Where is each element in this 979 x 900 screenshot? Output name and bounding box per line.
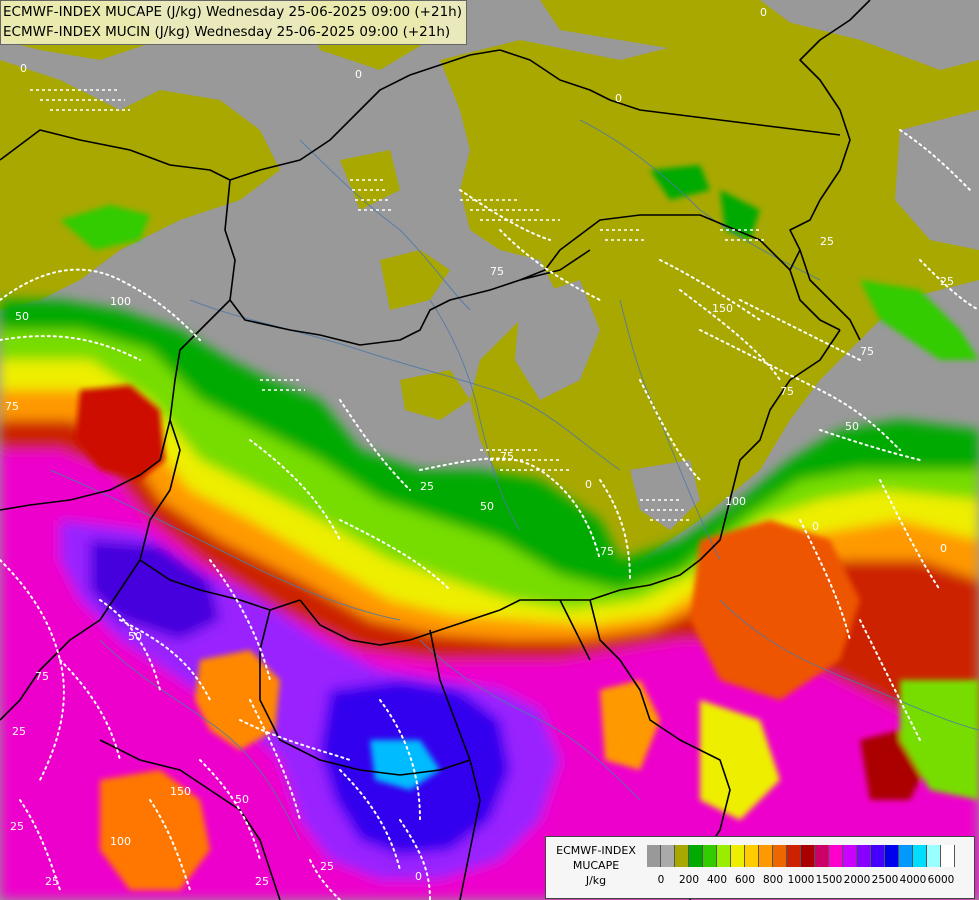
legend-swatch [801, 845, 815, 867]
contour-label: 50 [128, 630, 142, 643]
legend-swatch [661, 845, 675, 867]
title-mucin: ECMWF-INDEX MUCIN (J/kg) Wednesday 25-06… [3, 24, 451, 40]
contour-label: 50 [480, 500, 494, 513]
contour-label: 100 [725, 495, 746, 508]
legend-swatch [899, 845, 913, 867]
contour-label: 25 [255, 875, 269, 888]
contour-label: 50 [15, 310, 29, 323]
contour-label: 0 [355, 68, 362, 81]
legend-tick-labels: 0 200 400 600 800 1000 1500 2000 2500 4000 6000 [647, 874, 967, 888]
legend-swatch [843, 845, 857, 867]
contour-label: 75 [490, 265, 504, 278]
legend-label: ECMWF-INDEX MUCAPE J/kg [550, 843, 642, 888]
contour-label: 100 [110, 295, 131, 308]
contour-label: 0 [940, 542, 947, 555]
contour-labels: 0 0 0 0 0 0 0 0 25 25 25 25 25 25 25 25 … [5, 6, 954, 888]
contour-label: 25 [12, 725, 26, 738]
hatching-patches [30, 89, 765, 521]
contour-label: 75 [780, 385, 794, 398]
contour-label: 0 [20, 62, 27, 75]
legend-swatch [815, 845, 829, 867]
title-mucape: ECMWF-INDEX MUCAPE (J/kg) Wednesday 25-0… [3, 4, 462, 20]
contour-label: 25 [820, 235, 834, 248]
legend-tick-label: 400 [706, 874, 728, 886]
legend-swatch [689, 845, 703, 867]
contour-label: 50 [845, 420, 859, 433]
legend-swatch [787, 845, 801, 867]
map-title-box: ECMWF-INDEX MUCAPE (J/kg) Wednesday 25-0… [0, 0, 467, 45]
legend-swatch [675, 845, 689, 867]
legend-swatch [703, 845, 717, 867]
legend-swatch [731, 845, 745, 867]
legend-swatch [647, 845, 661, 867]
legend-tick-label: 4000 [899, 874, 927, 886]
legend-swatch [717, 845, 731, 867]
legend-swatch [857, 845, 871, 867]
contour-label: 25 [420, 480, 434, 493]
legend-tick-label: 0 [657, 874, 665, 886]
legend-swatch [941, 845, 955, 867]
legend-unit: J/kg [585, 874, 607, 887]
contour-label: 0 [615, 92, 622, 105]
legend-swatch [927, 845, 941, 867]
legend-swatch [745, 845, 759, 867]
contour-label: 150 [712, 302, 733, 315]
legend-tick-label: 2000 [843, 874, 871, 886]
legend-tick-label: 6000 [927, 874, 955, 886]
contour-label: 0 [760, 6, 767, 19]
country-borders [0, 0, 871, 900]
legend-model: ECMWF-INDEX [556, 844, 636, 857]
contour-label: 25 [940, 275, 954, 288]
legend-tick-label: 200 [678, 874, 700, 886]
contour-label: 75 [600, 545, 614, 558]
contour-label: 75 [500, 450, 514, 463]
legend-tick-label: 1000 [787, 874, 815, 886]
contour-label: 75 [860, 345, 874, 358]
contour-label: 25 [320, 860, 334, 873]
legend-swatch [871, 845, 885, 867]
legend-swatch [773, 845, 787, 867]
warm-cores [60, 165, 979, 890]
contour-label: 25 [10, 820, 24, 833]
legend-tick-label: 600 [734, 874, 756, 886]
contour-label: 100 [110, 835, 131, 848]
legend-swatch [913, 845, 927, 867]
legend-tick-label: 800 [762, 874, 784, 886]
contour-label: 25 [45, 875, 59, 888]
contour-label: 0 [415, 870, 422, 883]
legend-swatch [829, 845, 843, 867]
legend-swatch [759, 845, 773, 867]
legend-color-bar [647, 845, 955, 867]
rivers [49, 119, 979, 841]
color-legend: ECMWF-INDEX MUCAPE J/kg 0 200 400 600 800 100… [545, 836, 975, 899]
contour-label: 0 [585, 478, 592, 491]
contour-label: 75 [35, 670, 49, 683]
contour-label: 0 [812, 520, 819, 533]
legend-tick-label: 2500 [871, 874, 899, 886]
contour-label: 50 [235, 793, 249, 806]
no-cape-pockets [515, 110, 979, 530]
legend-tick-label: 1500 [815, 874, 843, 886]
legend-parameter: MUCAPE [572, 859, 620, 872]
contour-label: 75 [5, 400, 19, 413]
contour-label: 150 [170, 785, 191, 798]
mucin-contours [0, 129, 979, 900]
legend-swatch [885, 845, 899, 867]
